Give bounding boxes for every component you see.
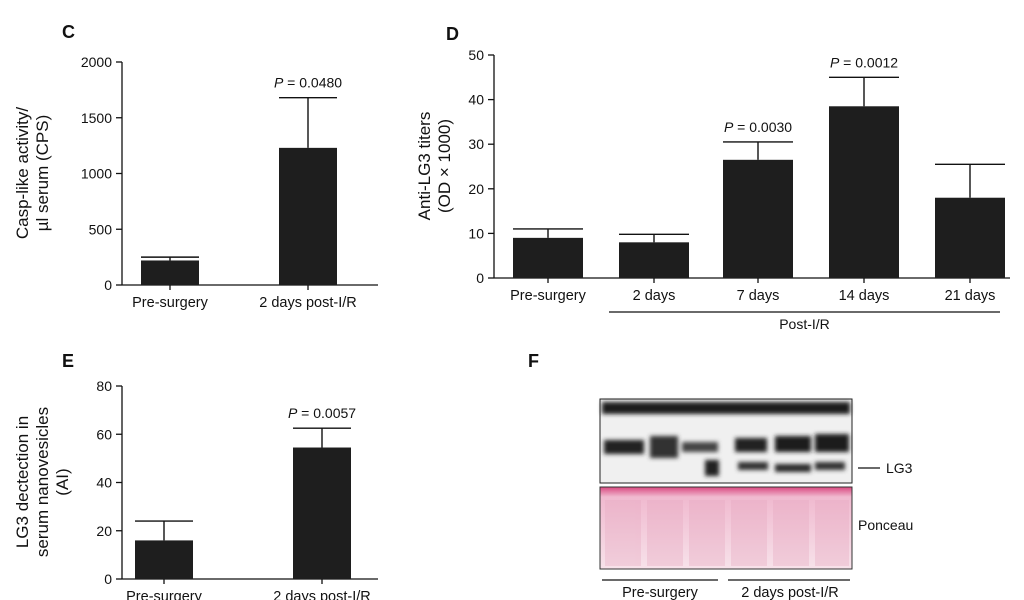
p-value-e-1: P = 0.0057 [288, 405, 356, 421]
p-value-c-1: P = 0.0480 [274, 75, 342, 91]
chart-c: 0 500 1000 1500 2000 Pre-surgery 2 days post-I… [13, 54, 378, 311]
y-tick-label-d: 30 [468, 136, 484, 152]
y-tick-label-d: 10 [468, 225, 484, 241]
bar-e-0 [135, 540, 193, 579]
panel-letter-d: D [446, 24, 459, 44]
y-tick-label-c: 0 [104, 277, 112, 293]
y-axis-label-c: Casp-like activity/µl serum (CPS) [13, 107, 52, 240]
panel-letter-e: E [62, 351, 74, 371]
y-axis-label-e: LG3 dectection inserum nanovesicles(AI) [13, 407, 72, 557]
y-tick-label-e: 80 [96, 378, 112, 394]
bar-d-0 [513, 237, 583, 278]
ponceau-label: Ponceau [858, 517, 913, 533]
category-label-d: 21 days [945, 288, 996, 304]
y-tick-label-c: 1000 [81, 166, 112, 182]
ponceau-lanes [605, 500, 849, 566]
y-tick-label-c: 2000 [81, 54, 112, 70]
y-tick-label-e: 40 [96, 475, 112, 491]
category-label-d: 2 days [633, 288, 676, 304]
y-tick-label-c: 500 [89, 221, 113, 237]
bar-d-1 [619, 242, 689, 278]
y-tick-label-c: 1500 [81, 110, 112, 126]
y-tick-label-d: 0 [476, 270, 484, 286]
bar-d-3 [829, 106, 899, 278]
y-tick-label-d: 50 [468, 47, 484, 63]
lg3-bands [602, 402, 850, 476]
category-label-e: Pre-surgery [126, 589, 202, 600]
category-label-c: Pre-surgery [132, 295, 208, 311]
p-value-d-2: P = 0.0030 [724, 119, 792, 135]
chart-e: 0 20 40 60 80 Pre-surgery 2 days post-I/R P = 0… [13, 378, 378, 600]
lane-group-postir: 2 days post-I/R [741, 585, 839, 600]
y-tick-label-e: 60 [96, 426, 112, 442]
lane-group-presurgery: Pre-surgery [622, 585, 698, 600]
chart-d: 0 10 20 30 40 50 Pre-surgery 2 days 7 days P = 0.… [415, 47, 1010, 332]
category-label-d: 14 days [839, 288, 890, 304]
lg3-label: LG3 [886, 460, 913, 476]
category-label-d: 7 days [737, 288, 780, 304]
y-tick-label-e: 0 [104, 571, 112, 587]
ponceau-blot [599, 486, 853, 570]
p-value-d-3: P = 0.0012 [830, 54, 898, 70]
category-label-e: 2 days post-I/R [273, 589, 371, 600]
blot-panel: LG3 Ponceau Pre-surgery 2 days post-I/R [599, 398, 913, 600]
category-label-d: Pre-surgery [510, 288, 586, 304]
y-tick-label-e: 20 [96, 523, 112, 539]
bar-e-1 [293, 447, 351, 579]
bar-d-2 [723, 159, 793, 278]
panel-letter-f: F [528, 351, 539, 371]
y-tick-label-d: 40 [468, 92, 484, 108]
bar-d-4 [935, 197, 1005, 278]
bar-c-1 [279, 147, 337, 285]
y-axis-label-d: Anti-LG3 titers(OD × 1000) [415, 112, 454, 221]
category-label-c: 2 days post-I/R [259, 295, 357, 311]
y-tick-label-d: 20 [468, 181, 484, 197]
panel-letter-c: C [62, 22, 75, 42]
bar-c-0 [141, 260, 199, 285]
group-label-d: Post-I/R [779, 316, 830, 332]
